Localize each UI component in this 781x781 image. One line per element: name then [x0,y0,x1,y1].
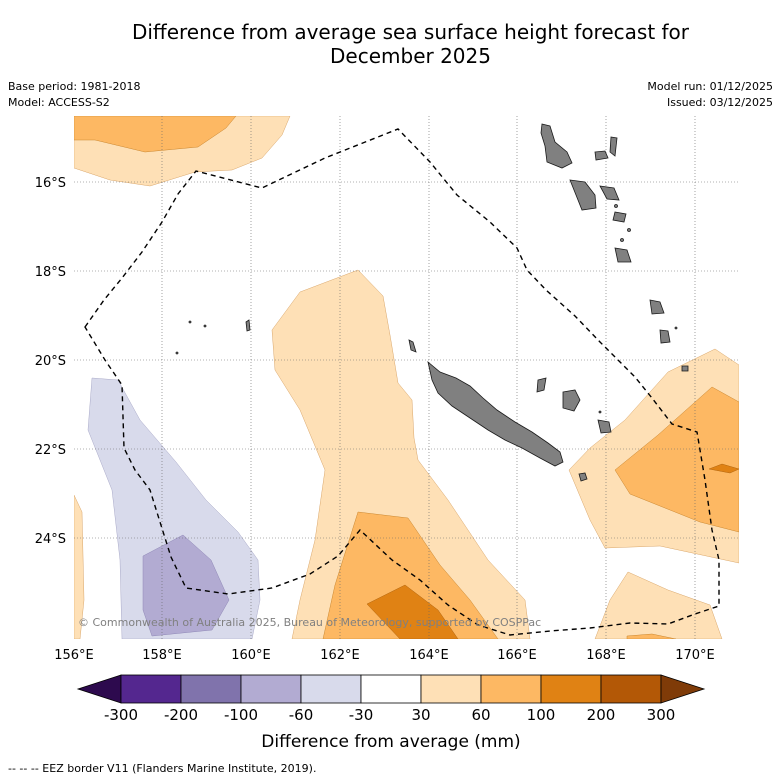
island-g [681,365,689,372]
isle-of-pines [578,472,588,482]
contour-30-60-left-edge [74,494,85,639]
lat-label: 24°S [35,532,66,547]
colorbar-tick: -60 [289,706,314,724]
lon-label: 158°E [142,648,182,663]
lon-label: 162°E [320,648,360,663]
colorbar-tick-labels: -300 -200 -100 -60 -30 30 60 100 200 300 [104,706,675,724]
colorbar-tick: 300 [647,706,676,724]
chart-title: Difference from average sea surface heig… [0,20,781,68]
colorbar-tick: -200 [164,706,198,724]
islet-3 [175,351,179,355]
vanuatu-espiritu-santo [540,123,573,169]
lon-label: 166°E [497,648,537,663]
vanuatu-island-d [614,247,632,263]
island-h [245,319,251,332]
base-period: Base period: 1981-2018 [8,80,141,93]
colorbar-tick: 200 [587,706,616,724]
loyalty-island-3 [597,419,612,434]
meta-left: Base period: 1981-2018 Model: ACCESS-S2 [8,79,140,111]
colorbar-segment [120,674,182,704]
eez-legend-note: -- -- -- EEZ border V11 (Flanders Marine… [8,762,317,775]
loyalty-island-2 [562,389,581,412]
contour-60-100-top-left [74,116,237,153]
colorbar-segment [600,674,662,704]
colorbar-segment [180,674,242,704]
copyright-notice: © Commonwealth of Australia 2025, Bureau… [78,616,541,629]
islet-2 [203,324,207,328]
title-line-1: Difference from average sea surface heig… [131,20,690,44]
contour-30-60-central [271,269,531,639]
colorbar-extend-low [76,674,122,704]
map-area: © Commonwealth of Australia 2025, Bureau… [74,116,739,639]
lat-label: 16°S [35,176,66,191]
islet-4 [614,204,618,208]
colorbar-segment [300,674,362,704]
colorbar-extend-high [660,674,706,704]
loyalty-island-1 [536,377,547,393]
lon-label: 160°E [231,648,271,663]
eez-border [84,128,720,636]
vanuatu-malekula [569,179,597,211]
colorbar-tick: 100 [527,706,556,724]
islet-7 [674,326,678,330]
colorbar-tick: -100 [224,706,258,724]
lon-label: 168°E [586,648,626,663]
model-name: Model: ACCESS-S2 [8,96,110,109]
vanuatu-island-b [609,136,618,157]
island-i [408,339,417,353]
gridlines [74,116,739,639]
vanuatu-island-f [659,329,671,344]
meta-right: Model run: 01/12/2025 Issued: 03/12/2025 [647,79,773,111]
colorbar-segment [480,674,542,704]
lon-label: 170°E [675,648,715,663]
longitude-labels: 156°E 158°E 160°E 162°E 164°E 166°E 168°… [54,648,715,663]
model-run: Model run: 01/12/2025 [647,80,773,93]
title-line-2: December 2025 [330,44,491,68]
contour-60-100-bottom-right [626,633,677,639]
colorbar-tick: 30 [411,706,430,724]
islet-6 [620,238,624,242]
colorbar-title: Difference from average (mm) [261,732,520,752]
islet-8 [598,410,602,414]
colorbar-tick: 60 [471,706,490,724]
lat-label: 22°S [35,443,66,458]
islet-1 [188,320,192,324]
colorbar-segment [240,674,302,704]
contour-60-100-right [614,386,739,533]
lat-label: 20°S [35,354,66,369]
vanuatu-island-c [599,185,620,201]
colorbar-tick: -300 [104,706,138,724]
colorbar [76,674,706,704]
contour-30-60-bottom-right [594,571,723,639]
land-masses [175,123,689,482]
vanuatu-efate [612,211,627,223]
lat-label: 18°S [35,265,66,280]
contour-100-200-right [708,463,739,474]
islet-5 [627,228,631,232]
lon-label: 164°E [409,648,449,663]
new-caledonia [427,360,564,467]
colorbar-segment [540,674,602,704]
colorbar-segment [420,674,482,704]
contour-neg-60-100 [142,534,230,637]
vanuatu-island-e [649,299,665,315]
vanuatu-island-a [594,150,609,161]
issued-date: Issued: 03/12/2025 [666,96,773,109]
contour-100-200-central [366,584,459,639]
lon-label: 156°E [54,648,94,663]
latitude-labels: 16°S 18°S 20°S 22°S 24°S [35,176,66,547]
contour-60-100-central [322,511,499,639]
colorbar-tick: -30 [349,706,374,724]
colorbar-segment [360,674,422,704]
